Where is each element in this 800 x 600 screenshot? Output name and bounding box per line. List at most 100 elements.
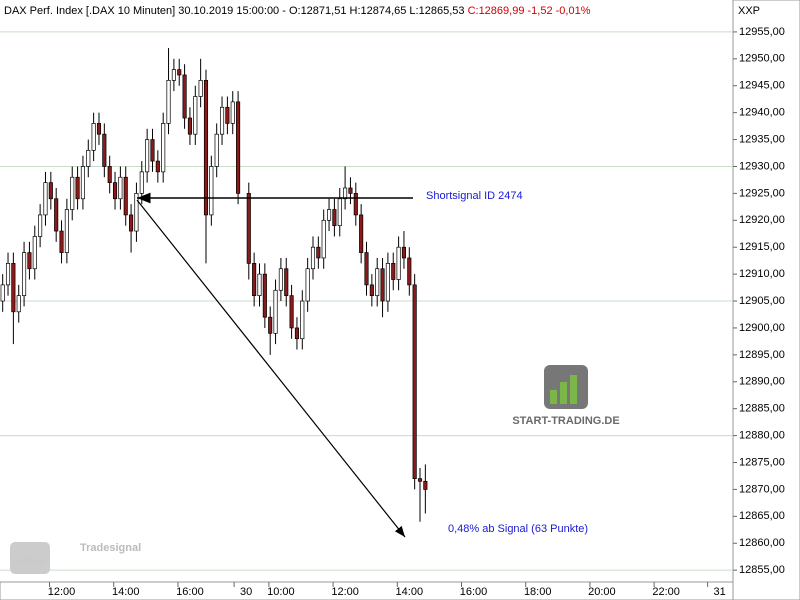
candle-body (219, 106, 225, 135)
candle-body (337, 198, 342, 227)
candle-body (5, 263, 11, 286)
y-tick-label: 12895,00 (739, 349, 785, 361)
candle-body (305, 268, 310, 302)
candle-body (102, 133, 107, 167)
y-tick-label: 12910,00 (739, 268, 785, 280)
y-tick-label: 12865,00 (739, 510, 785, 522)
candle-body (16, 295, 21, 313)
y-tick-label: 12885,00 (739, 403, 785, 415)
y-tick-label: 12900,00 (739, 322, 785, 334)
candle-body (375, 268, 380, 297)
candle-body (198, 80, 203, 97)
candle-body (262, 273, 267, 318)
move-arrow (136, 199, 406, 538)
annotation: 0,48% ab Signal (63 Punkte) (448, 523, 588, 535)
watermark-text: online (12, 556, 44, 568)
candle-body (171, 69, 176, 81)
candle-body (396, 246, 401, 280)
candle-body (107, 166, 112, 183)
candle-body (139, 171, 144, 194)
candle-body (284, 268, 289, 297)
candle-body (134, 193, 139, 232)
candle-body (91, 123, 96, 151)
title-change: C:12869,99 -1,52 -0,01% (468, 5, 591, 17)
candle-body (54, 198, 59, 232)
candle-body (150, 139, 155, 162)
candle-body (22, 252, 27, 297)
candle-body (38, 214, 43, 237)
candle-body (310, 246, 316, 270)
candle-body (300, 300, 305, 340)
watermark: Tradesignal online (10, 542, 141, 574)
candle-body (27, 252, 32, 270)
candle-body (407, 257, 412, 286)
candle-body (123, 176, 128, 216)
candle-body (166, 80, 171, 124)
y-tick-label: 12905,00 (739, 295, 785, 307)
x-axis-panel (0, 581, 734, 600)
y-tick-label: 12880,00 (739, 430, 785, 442)
y-tick-label: 12920,00 (739, 214, 785, 226)
x-tick-label: 14:00 (396, 586, 424, 598)
y-tick-label: 12855,00 (739, 564, 785, 576)
candle-body (209, 166, 214, 216)
candle-body (380, 268, 385, 302)
candle-body (59, 230, 64, 253)
candle-body (155, 160, 160, 173)
candle-body (96, 123, 102, 135)
watermark-brand: Tradesignal (80, 542, 141, 554)
candle-body (348, 187, 353, 194)
candle-body (273, 289, 278, 334)
candle-body (252, 263, 257, 297)
candle-body (230, 101, 235, 124)
candle-body (278, 268, 283, 291)
candle-body (257, 273, 262, 297)
logo: START-TRADING.DE (512, 365, 620, 427)
chart-title: DAX Perf. Index [.DAX 10 Minuten] 30.10.… (4, 5, 591, 17)
logo-text: START-TRADING.DE (512, 415, 619, 427)
candle-body (118, 176, 123, 200)
x-tick-label: 16:00 (460, 586, 488, 598)
candle-body (391, 263, 396, 280)
y-tick-label: 12890,00 (739, 376, 785, 388)
candle-body (401, 246, 407, 259)
y-tick-label: 12955,00 (739, 26, 785, 38)
axis-label: XXP (738, 5, 760, 17)
y-tick-label: 12935,00 (739, 133, 785, 145)
candle-body (412, 284, 417, 480)
x-tick-label: 14:00 (112, 586, 140, 598)
y-tick-label: 12870,00 (739, 483, 785, 495)
candle-body (203, 80, 209, 216)
candle-body (0, 284, 5, 302)
candle-body (177, 69, 182, 76)
candle-body (48, 182, 53, 200)
candle-body (70, 176, 75, 210)
y-tick-label: 12915,00 (739, 241, 785, 253)
x-tick-label: 12:00 (331, 586, 359, 598)
candle-body (246, 193, 251, 264)
candle-body (80, 166, 85, 200)
candle-body (214, 133, 219, 167)
candle-body (359, 214, 364, 253)
candle-body (64, 209, 69, 253)
candle-body (268, 316, 273, 334)
title-text: DAX Perf. Index [.DAX 10 Minuten] 30.10.… (4, 5, 465, 17)
candle-body (182, 74, 187, 119)
candle-body (43, 182, 48, 216)
candle-body (289, 295, 294, 329)
candle-body (417, 478, 423, 482)
candle-body (423, 480, 428, 490)
candle-body (75, 176, 80, 200)
candle-body (193, 96, 198, 135)
y-tick-label: 12940,00 (739, 107, 785, 119)
x-tick-label: 16:00 (176, 586, 204, 598)
y-tick-label: 12875,00 (739, 456, 785, 468)
candle-body (11, 263, 16, 313)
candle-body (145, 139, 150, 173)
candle-body (129, 214, 134, 232)
x-tick-label: 31 (713, 586, 725, 598)
candle-body (294, 327, 299, 340)
annotation: Shortsignal ID 2474 (426, 190, 523, 202)
x-tick-label: 22:00 (652, 586, 680, 598)
